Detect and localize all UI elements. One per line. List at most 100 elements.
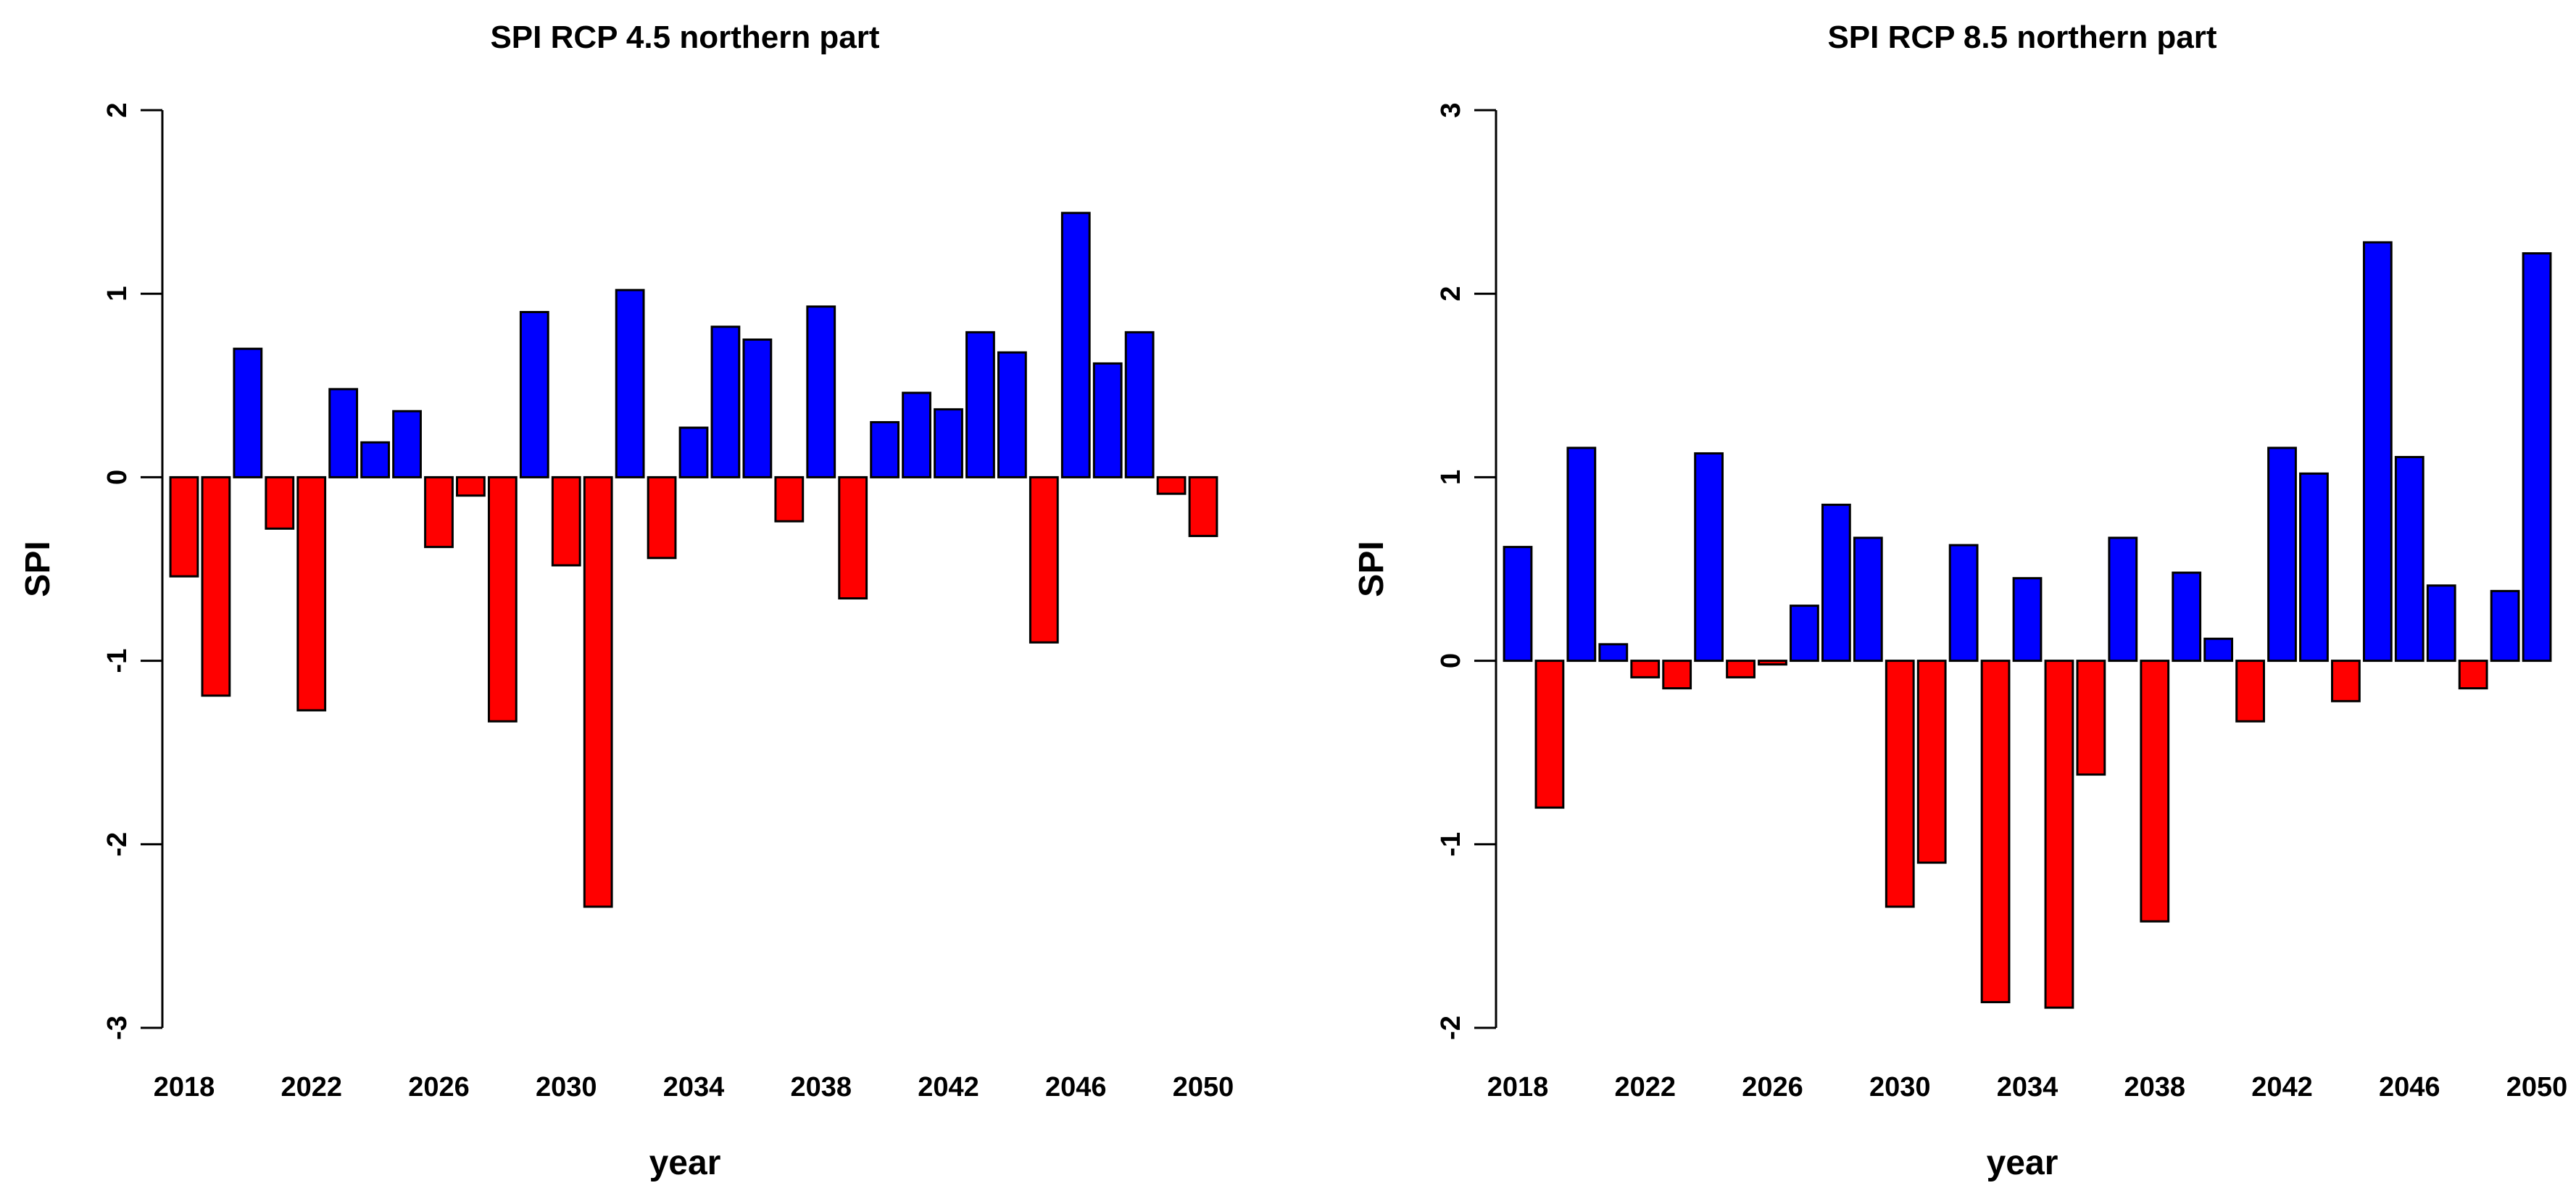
- rcp85-bar-2022: [1630, 660, 1661, 678]
- rcp45-bar-2023: [328, 388, 359, 478]
- rcp45-bar-2048: [1124, 331, 1155, 478]
- rcp85-y-axis-label: SPI: [1353, 541, 1391, 597]
- rcp45-bar-2047: [1092, 362, 1123, 478]
- rcp85-bar-2038: [2140, 660, 2170, 923]
- rcp45-bar-2029: [519, 311, 549, 478]
- rcp85-y-tick-label: -1: [1436, 832, 1466, 857]
- rcp45-x-tick-label: 2038: [790, 1072, 852, 1102]
- rcp45-bar-2025: [392, 410, 422, 478]
- rcp45-bar-2032: [615, 288, 645, 478]
- rcp45-bar-2035: [710, 325, 741, 478]
- rcp85-bar-2020: [1566, 447, 1597, 663]
- rcp85-x-tick-label: 2034: [1997, 1072, 2058, 1102]
- rcp45-bar-2027: [456, 476, 486, 497]
- rcp45-x-tick-label: 2026: [408, 1072, 470, 1102]
- rcp85-bar-2033: [1980, 660, 2011, 1004]
- rcp85-bar-2035: [2044, 660, 2074, 1009]
- rcp85-title: SPI RCP 8.5 northern part: [1827, 20, 2216, 55]
- rcp85-bar-2036: [2076, 660, 2106, 776]
- rcp85-bar-2030: [1885, 660, 1915, 908]
- rcp45-bar-2033: [647, 476, 677, 560]
- rcp45-y-tick-label: 1: [102, 286, 133, 302]
- rcp45-bar-2031: [583, 476, 613, 908]
- rcp85-bar-2023: [1662, 660, 1692, 690]
- rcp45-bar-2040: [870, 420, 900, 478]
- rcp45-bar-2042: [934, 408, 963, 478]
- rcp45-y-tick-label: 2: [102, 102, 133, 117]
- rcp45-y-axis-label: SPI: [19, 541, 57, 597]
- rcp85-bar-2042: [2267, 447, 2297, 663]
- rcp45-y-tick-label: -1: [102, 649, 133, 673]
- rcp85-bar-2029: [1853, 536, 1883, 663]
- rcp85-x-tick-label: 2042: [2251, 1072, 2313, 1102]
- rcp85-bar-2024: [1694, 452, 1724, 663]
- rcp85-bar-2019: [1534, 660, 1565, 809]
- rcp45-bar-2022: [296, 476, 327, 712]
- rcp85-x-tick-label: 2030: [1869, 1072, 1931, 1102]
- rcp85-bar-2041: [2235, 660, 2265, 723]
- rcp85-bar-2037: [2108, 536, 2138, 663]
- rcp45-bar-2026: [424, 476, 454, 549]
- rcp85-bar-2034: [2012, 577, 2043, 663]
- rcp85-bar-2045: [2362, 241, 2393, 663]
- rcp85-x-tick-label: 2050: [2506, 1072, 2568, 1102]
- rcp45-x-tick-label: 2050: [1173, 1072, 1234, 1102]
- rcp85-bar-2025: [1726, 660, 1756, 678]
- rcp85-bar-2043: [2299, 472, 2329, 663]
- rcp45-bar-2050: [1188, 476, 1218, 537]
- rcp45-bar-2030: [551, 476, 581, 567]
- rcp45-x-tick-label: 2042: [918, 1072, 979, 1102]
- rcp45-bar-2038: [806, 305, 836, 478]
- rcp45-y-tick-label: -3: [102, 1016, 133, 1040]
- rcp85-x-tick-label: 2038: [2124, 1072, 2185, 1102]
- rcp45-x-tick-label: 2018: [154, 1072, 215, 1102]
- rcp85-x-axis-label: year: [1987, 1144, 2058, 1182]
- rcp45-bar-2020: [233, 347, 263, 478]
- rcp85-bar-2046: [2394, 456, 2425, 663]
- rcp45-bar-2037: [774, 476, 805, 523]
- rcp85-bar-2028: [1821, 503, 1851, 663]
- rcp45-bar-2046: [1060, 212, 1091, 478]
- rcp45-y-tick-label: 0: [102, 470, 133, 485]
- rcp45-bar-2043: [965, 331, 995, 478]
- rcp45-x-tick-label: 2034: [663, 1072, 725, 1102]
- rcp45-title: SPI RCP 4.5 northern part: [490, 20, 879, 55]
- rcp45-bar-2018: [169, 476, 199, 578]
- rcp45-x-tick-label: 2022: [281, 1072, 342, 1102]
- rcp45-bar-2039: [838, 476, 868, 600]
- rcp45-bar-2049: [1156, 476, 1187, 495]
- rcp85-bar-2050: [2522, 252, 2552, 663]
- rcp85-bar-2018: [1503, 546, 1533, 663]
- rcp85-x-tick-label: 2022: [1614, 1072, 1676, 1102]
- rcp45-y-tick-label: -2: [102, 832, 133, 857]
- rcp45-bar-2019: [201, 476, 231, 697]
- rcp85-y-tick-label: 3: [1436, 102, 1466, 117]
- rcp45-x-tick-label: 2030: [536, 1072, 597, 1102]
- rcp45-bar-2021: [265, 476, 295, 530]
- rcp85-bar-2049: [2490, 589, 2520, 663]
- rcp85-bar-2048: [2458, 660, 2488, 690]
- rcp85-bar-2039: [2172, 571, 2202, 663]
- chart-rcp45: SPI RCP 4.5 northern part -3 -2 -1 0 1 2 2018 20…: [19, 20, 1234, 1182]
- rcp85-y-tick-label: -2: [1436, 1016, 1466, 1040]
- rcp45-bar-2024: [360, 441, 390, 478]
- rcp45-bar-2045: [1029, 476, 1059, 644]
- rcp85-bar-2047: [2426, 584, 2456, 663]
- rcp45-x-tick-label: 2046: [1045, 1072, 1107, 1102]
- rcp45-x-axis-label: year: [649, 1144, 721, 1182]
- rcp85-x-tick-label: 2046: [2379, 1072, 2440, 1102]
- rcp85-y-tick-label: 0: [1436, 653, 1466, 668]
- rcp45-bar-2034: [678, 426, 709, 478]
- chart-rcp85: SPI RCP 8.5 northern part -2 -1 0 1 2 3 2018 202…: [1353, 20, 2567, 1182]
- rcp85-bar-2044: [2331, 660, 2361, 702]
- rcp45-bar-2044: [997, 351, 1027, 478]
- rcp85-y-tick-label: 1: [1436, 470, 1466, 485]
- rcp85-x-tick-label: 2026: [1742, 1072, 1803, 1102]
- rcp85-bar-2021: [1598, 643, 1629, 663]
- rcp85-bar-2026: [1758, 660, 1787, 666]
- rcp85-x-tick-label: 2018: [1487, 1072, 1549, 1102]
- rcp85-y-tick-label: 2: [1436, 286, 1466, 302]
- rcp45-bar-2041: [902, 391, 931, 478]
